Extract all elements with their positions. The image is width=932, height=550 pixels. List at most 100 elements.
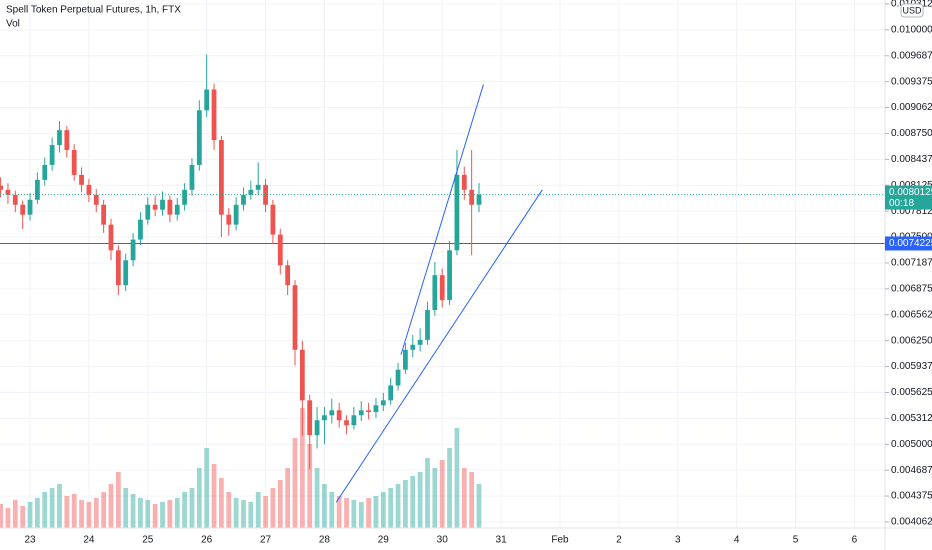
candle-body	[358, 410, 364, 416]
volume-bar	[219, 478, 224, 528]
candle-body	[366, 410, 371, 412]
volume-bar	[108, 484, 114, 528]
volume-bar	[160, 502, 165, 528]
candle-body	[42, 164, 48, 180]
candle-body	[145, 204, 151, 220]
x-tick-label: 25	[142, 535, 154, 546]
candle-body	[336, 410, 342, 421]
candle-body	[49, 145, 55, 165]
volume-bar	[12, 500, 18, 528]
volume-bar	[388, 488, 394, 528]
volume-bar	[425, 458, 430, 528]
candle-body	[64, 130, 70, 151]
x-tick-label: 29	[378, 535, 390, 546]
currency-box	[900, 3, 924, 18]
y-tick-label: 0.0090625	[891, 102, 932, 113]
candle-body	[329, 410, 335, 416]
candle-body	[71, 150, 77, 175]
y-tick-label: 0.0065625	[891, 309, 932, 320]
candle-body	[263, 184, 268, 205]
volume-bar	[454, 428, 460, 528]
volume-bar	[71, 494, 77, 528]
volume-bar	[20, 506, 26, 528]
candle-body	[447, 250, 452, 301]
x-tick-label: 30	[437, 535, 449, 546]
candle-body	[373, 405, 379, 412]
candle-body	[152, 204, 158, 210]
volume-bar	[292, 438, 298, 528]
candle-body	[27, 199, 33, 215]
volume-bar	[123, 488, 129, 528]
y-tick-label: 0.0071875	[891, 258, 932, 269]
candle-body	[160, 199, 165, 210]
chart-title: Spell Token Perpetual Futures, 1h, FTX	[6, 5, 181, 16]
volume-bar	[189, 488, 195, 528]
candle-body	[388, 385, 394, 401]
x-tick-label: 4	[734, 535, 740, 546]
candle-body	[432, 275, 438, 311]
current-price-label: 0.0080125	[889, 187, 932, 198]
countdown-label: 00:18	[889, 198, 914, 209]
volume-bar	[270, 488, 276, 528]
volume-bar	[255, 492, 261, 528]
y-tick-label: 0.0053125	[891, 413, 932, 424]
volume-bar	[248, 502, 254, 528]
candle-body	[79, 174, 84, 185]
trendline	[400, 84, 484, 355]
volume-bar	[417, 472, 423, 528]
volume-bar	[64, 496, 70, 528]
volume-bar	[130, 494, 136, 528]
volume-bar	[167, 500, 173, 528]
candle-body	[410, 344, 416, 350]
candle-body	[241, 194, 246, 205]
volume-bar	[476, 484, 482, 528]
volume-pane	[0, 408, 482, 528]
candle-body	[115, 250, 121, 286]
y-tick-label: 0.0040625	[891, 517, 932, 528]
candle-body	[248, 189, 254, 195]
volume-bar	[241, 500, 246, 528]
volume-bar	[79, 500, 84, 528]
candle-body	[130, 239, 136, 261]
candle-body	[211, 89, 217, 141]
candle-body	[314, 420, 320, 436]
candle-body	[5, 189, 11, 195]
grid	[0, 0, 885, 528]
candle-body	[395, 369, 401, 386]
x-tick-label: 26	[201, 535, 213, 546]
volume-bar	[329, 492, 335, 528]
x-tick-label: 6	[852, 535, 858, 546]
volume-bar	[380, 492, 386, 528]
candle-body	[57, 130, 62, 146]
horizontal-line-box	[885, 236, 932, 251]
volume-bar	[0, 504, 3, 528]
volume-bar	[447, 448, 452, 528]
volume-bar	[182, 492, 187, 528]
volume-bar	[86, 502, 92, 528]
volume-bar	[27, 502, 33, 528]
x-tick-label: 31	[496, 535, 508, 546]
candle-body	[34, 179, 40, 200]
volume-bar	[366, 498, 371, 528]
volume-bar	[174, 498, 180, 528]
volume-bar	[432, 468, 438, 528]
volume-bar	[299, 408, 305, 528]
volume-bar	[358, 502, 364, 528]
y-tick-label: 0.0096875	[891, 50, 932, 61]
candle-body	[380, 400, 386, 406]
volume-bar	[403, 480, 408, 528]
volume-bar	[226, 492, 232, 528]
horizontal-line-label: 0.0074225	[889, 238, 932, 249]
volume-bar	[138, 498, 143, 528]
x-tick-label: 5	[793, 535, 799, 546]
candle-body	[12, 194, 18, 205]
candle-body	[344, 420, 349, 426]
candle-body	[204, 89, 210, 111]
volume-bar	[314, 468, 320, 528]
volume-bar	[233, 498, 239, 528]
